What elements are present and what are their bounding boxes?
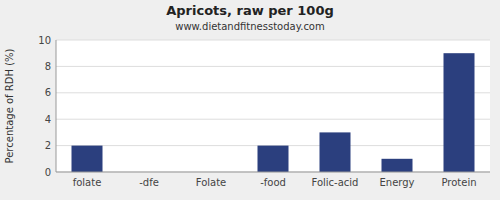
grid-line: [56, 172, 490, 173]
y-axis-label: Percentage of RDH (%): [4, 48, 15, 163]
bar: [320, 132, 351, 172]
grid-line: [56, 119, 490, 120]
title: Apricots, raw per 100g: [166, 3, 334, 18]
grid-line: [56, 92, 490, 93]
y-tick-label: 0: [45, 167, 51, 178]
y-tick-label: 10: [38, 35, 51, 46]
grid-line: [56, 66, 490, 67]
y-tick-label: 2: [45, 140, 51, 151]
x-tick-label: -food: [260, 177, 286, 188]
subtitle: www.dietandfitnesstoday.com: [175, 21, 324, 32]
x-axis-line: [56, 172, 490, 173]
chart-container: Apricots, raw per 100g www.dietandfitness…: [0, 0, 500, 200]
bar: [444, 53, 475, 172]
x-tick-label: folate: [73, 177, 102, 188]
y-tick-label: 6: [45, 87, 51, 98]
plot-background: [56, 40, 490, 172]
y-tick-label: 4: [45, 114, 51, 125]
x-tick-label: Energy: [379, 177, 414, 188]
x-tick-label: Folic-acid: [312, 177, 359, 188]
y-axis-line: [56, 40, 57, 172]
background: [0, 0, 500, 200]
bar: [258, 146, 289, 172]
chart: Apricots, raw per 100g www.dietandfitness…: [0, 0, 500, 200]
y-tick-label: 8: [45, 61, 51, 72]
x-tick-label: -dfe: [139, 177, 159, 188]
x-tick-label: Protein: [441, 177, 476, 188]
grid-line: [56, 40, 490, 41]
x-tick-label: Folate: [196, 177, 227, 188]
bar: [382, 159, 413, 172]
bar: [72, 146, 103, 172]
bars: [72, 53, 475, 172]
